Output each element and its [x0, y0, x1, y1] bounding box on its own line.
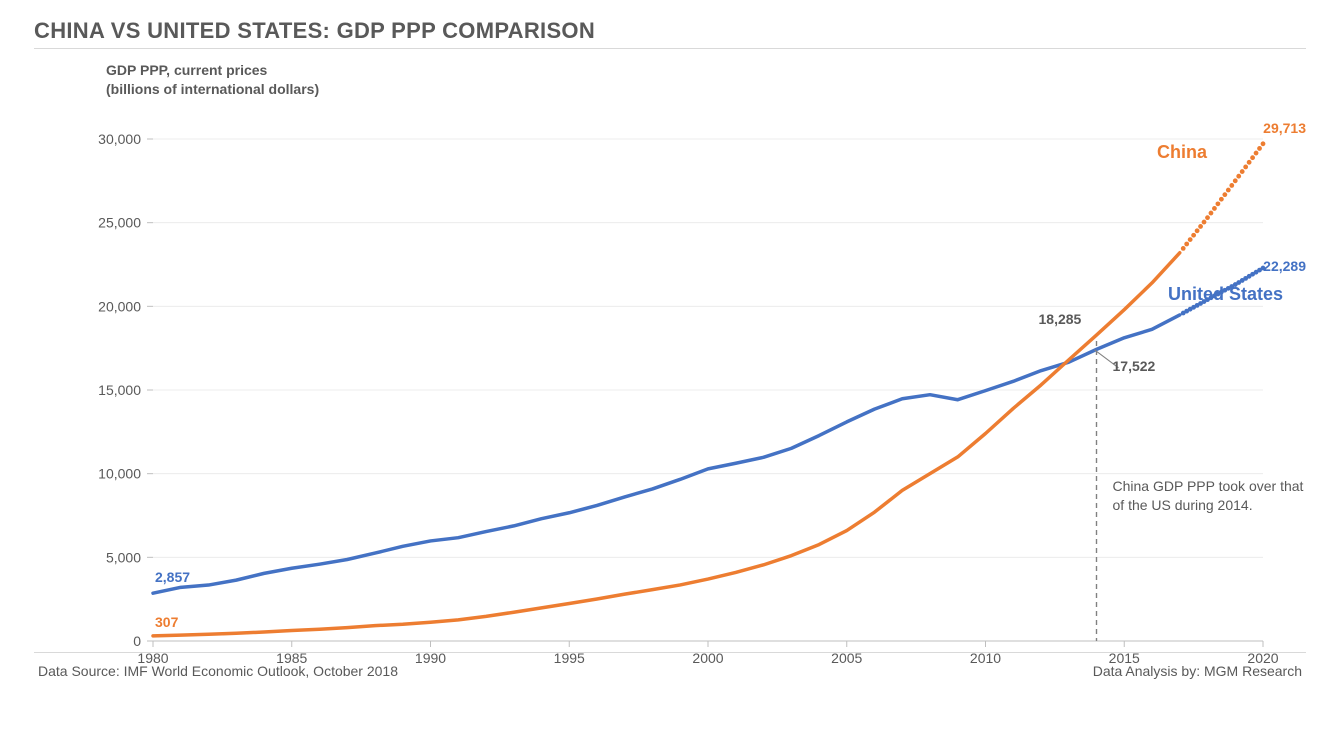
us-series-label: United States — [1168, 284, 1283, 305]
forecast-dot — [1212, 206, 1217, 211]
crossover-note: China GDP PPP took over that of the US d… — [1113, 477, 1309, 515]
us-start-label: 2,857 — [155, 569, 190, 585]
forecast-dot — [1247, 160, 1252, 165]
forecast-dot — [1243, 165, 1248, 170]
forecast-dot — [1222, 192, 1227, 197]
forecast-dot — [1219, 197, 1224, 202]
forecast-dot — [1236, 174, 1241, 179]
forecast-dot — [1198, 224, 1203, 229]
crossover-us-label: 17,522 — [1113, 358, 1156, 374]
y-tick-label: 10,000 — [98, 466, 141, 482]
series-line-united-states — [153, 315, 1180, 593]
forecast-dot — [1205, 215, 1210, 220]
us-end-label: 22,289 — [1263, 258, 1306, 274]
page-root: CHINA VS UNITED STATES: GDP PPP COMPARIS… — [0, 0, 1335, 731]
china-end-label: 29,713 — [1263, 120, 1306, 136]
forecast-dot — [1184, 242, 1189, 247]
forecast-dot — [1254, 151, 1259, 156]
series-line-china — [153, 253, 1180, 636]
y-tick-label: 20,000 — [98, 298, 141, 314]
forecast-dot — [1257, 146, 1262, 151]
forecast-dot — [1209, 211, 1214, 216]
footer-analysis: Data Analysis by: MGM Research — [1093, 663, 1302, 679]
y-tick-label: 0 — [133, 633, 141, 649]
china-series-label: China — [1157, 142, 1207, 163]
footer-source: Data Source: IMF World Economic Outlook,… — [38, 663, 398, 679]
crossover-china-label: 18,285 — [1039, 311, 1082, 327]
forecast-dot — [1216, 201, 1221, 206]
y-tick-label: 5,000 — [106, 549, 141, 565]
y-tick-label: 25,000 — [98, 215, 141, 231]
chart-footer: Data Source: IMF World Economic Outlook,… — [34, 652, 1306, 689]
y-tick-label: 30,000 — [98, 131, 141, 147]
forecast-dot — [1181, 246, 1186, 251]
forecast-dot — [1188, 237, 1193, 242]
forecast-dot — [1202, 220, 1207, 225]
chart-title: CHINA VS UNITED STATES: GDP PPP COMPARIS… — [34, 18, 1305, 44]
forecast-dot — [1195, 228, 1200, 233]
china-start-label: 307 — [155, 614, 178, 630]
forecast-dot — [1226, 188, 1231, 193]
chart-container: GDP PPP, current prices (billions of int… — [34, 48, 1306, 689]
forecast-dot — [1233, 178, 1238, 183]
forecast-dot — [1229, 183, 1234, 188]
y-tick-label: 15,000 — [98, 382, 141, 398]
forecast-dot — [1240, 169, 1245, 174]
forecast-dot — [1250, 155, 1255, 160]
forecast-dot — [1261, 141, 1266, 146]
forecast-dot — [1191, 233, 1196, 238]
